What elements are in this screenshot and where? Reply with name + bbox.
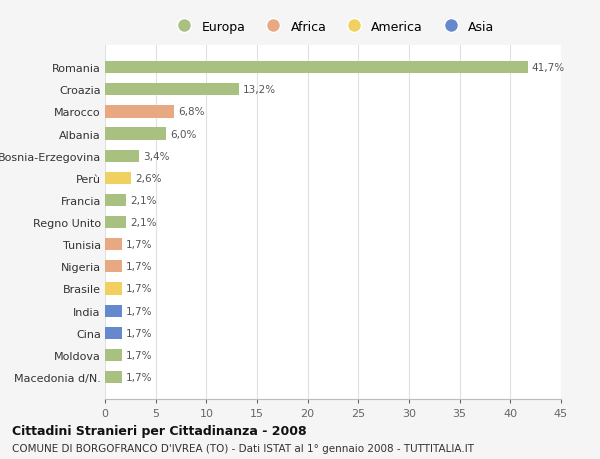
Text: Cittadini Stranieri per Cittadinanza - 2008: Cittadini Stranieri per Cittadinanza - 2… bbox=[12, 425, 307, 437]
Bar bbox=[105, 349, 122, 361]
Text: 1,7%: 1,7% bbox=[126, 240, 153, 250]
Text: 1,7%: 1,7% bbox=[126, 262, 153, 272]
Bar bbox=[105, 305, 122, 317]
Text: 2,1%: 2,1% bbox=[130, 218, 157, 228]
Bar bbox=[105, 84, 239, 96]
Text: 2,1%: 2,1% bbox=[130, 196, 157, 206]
Text: 1,7%: 1,7% bbox=[126, 372, 153, 382]
Text: 6,0%: 6,0% bbox=[170, 129, 196, 139]
Bar bbox=[105, 173, 131, 185]
Text: 13,2%: 13,2% bbox=[243, 85, 276, 95]
Text: 1,7%: 1,7% bbox=[126, 284, 153, 294]
Bar bbox=[105, 239, 122, 251]
Bar bbox=[105, 195, 126, 207]
Bar bbox=[105, 128, 166, 140]
Bar bbox=[105, 261, 122, 273]
Text: COMUNE DI BORGOFRANCO D'IVREA (TO) - Dati ISTAT al 1° gennaio 2008 - TUTTITALIA.: COMUNE DI BORGOFRANCO D'IVREA (TO) - Dat… bbox=[12, 443, 474, 453]
Text: 3,4%: 3,4% bbox=[143, 151, 170, 162]
Text: 6,8%: 6,8% bbox=[178, 107, 205, 117]
Bar bbox=[105, 283, 122, 295]
Bar bbox=[105, 371, 122, 383]
Bar bbox=[105, 217, 126, 229]
Text: 41,7%: 41,7% bbox=[532, 63, 565, 73]
Bar bbox=[105, 62, 527, 74]
Bar bbox=[105, 327, 122, 339]
Bar bbox=[105, 150, 139, 162]
Bar bbox=[105, 106, 174, 118]
Text: 1,7%: 1,7% bbox=[126, 306, 153, 316]
Text: 1,7%: 1,7% bbox=[126, 350, 153, 360]
Text: 2,6%: 2,6% bbox=[136, 174, 162, 184]
Text: 1,7%: 1,7% bbox=[126, 328, 153, 338]
Legend: Europa, Africa, America, Asia: Europa, Africa, America, Asia bbox=[169, 18, 497, 36]
